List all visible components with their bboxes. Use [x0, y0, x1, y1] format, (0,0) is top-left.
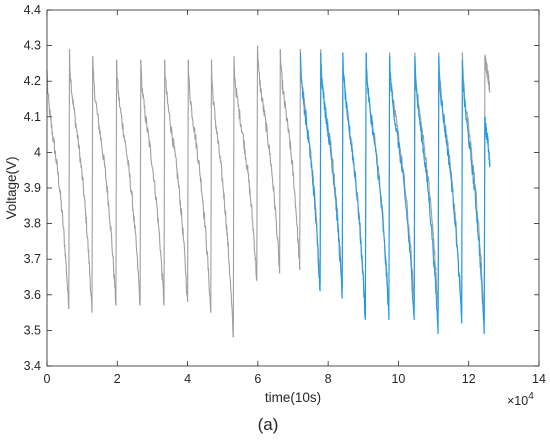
y-tick-label: 3.5 — [24, 323, 41, 337]
x-tick-label: 10 — [391, 372, 405, 386]
y-tick-label: 3.4 — [24, 359, 41, 373]
series-0-cycle-6 — [187, 59, 212, 313]
series-0-cycle-9 — [256, 45, 281, 274]
plot-area — [47, 10, 539, 366]
series-0-cycle-19 — [484, 54, 491, 93]
series-1-recharge-1 — [341, 52, 344, 299]
series-0-recharge-4 — [163, 59, 166, 306]
series-0-cycle-4 — [140, 59, 165, 306]
series-0-recharge-10 — [299, 49, 301, 270]
series-1-cycle-8 — [484, 116, 491, 168]
series-0-recharge-0 — [68, 49, 71, 310]
series-1-recharge-7 — [483, 116, 486, 335]
series-0-cycle-1 — [68, 49, 93, 313]
panel-label: (a) — [258, 415, 279, 434]
series-1-cycle-4 — [389, 56, 415, 320]
x-tick-label: 14 — [532, 372, 546, 386]
series-1-recharge-5 — [437, 56, 440, 335]
y-tick-label: 4.3 — [24, 39, 41, 53]
series-1-recharge-4 — [413, 56, 416, 320]
series-0-cycle-7 — [210, 59, 234, 338]
series-1-cycle-5 — [414, 56, 439, 335]
x-exponent-power: 4 — [528, 391, 534, 402]
series-1-recharge-6 — [461, 59, 463, 324]
y-tick-label: 3.7 — [24, 252, 41, 266]
series-0-cycle-8 — [233, 56, 258, 281]
x-tick-label: 12 — [462, 372, 476, 386]
y-tick-label: 4 — [34, 145, 41, 159]
series-0-recharge-8 — [256, 45, 259, 281]
series-0-recharge-3 — [139, 59, 142, 306]
series-1-cycle-6 — [438, 56, 463, 324]
tick-layer: 0 2 4 6 8 10 12 14 3.4 3.5 3.6 3.7 3.8 3.9 4 4.1 4.2 4.3 4… — [24, 3, 546, 386]
x-exponent-base: ×10 — [507, 394, 528, 408]
series-1-recharge-3 — [388, 56, 391, 320]
x-exponent-label: ×104 — [507, 391, 534, 408]
series-1-cycle-2 — [342, 52, 366, 320]
series-0-cycle-10 — [279, 49, 301, 270]
series-0-recharge-9 — [279, 49, 281, 274]
y-tick-label: 4.2 — [24, 74, 41, 88]
x-tick-label: 0 — [44, 372, 51, 386]
x-tick-label: 8 — [325, 372, 332, 386]
series-1-cycle-0 — [299, 52, 321, 292]
x-tick-label: 2 — [114, 372, 121, 386]
series-0-recharge-1 — [91, 56, 94, 313]
y-tick-label: 3.8 — [24, 217, 41, 231]
series-1-cycle-3 — [365, 52, 390, 320]
series-1-recharge-0 — [319, 52, 322, 292]
series-0-cycle-2 — [92, 56, 117, 306]
y-tick-label: 4.1 — [24, 110, 41, 124]
series-1-recharge-2 — [364, 52, 367, 320]
series-layer — [46, 45, 491, 338]
x-tick-label: 6 — [254, 372, 261, 386]
y-axis-label: Voltage(V) — [4, 156, 19, 219]
x-axis-label: time(10s) — [265, 390, 321, 405]
y-tick-label: 3.6 — [24, 288, 41, 302]
series-0-recharge-2 — [115, 59, 118, 306]
series-1-cycle-1 — [320, 52, 343, 299]
series-0-recharge-6 — [210, 59, 213, 313]
series-0-cycle-0 — [46, 70, 70, 310]
series-0-cycle-5 — [164, 59, 189, 302]
series-1-cycle-7 — [461, 59, 485, 335]
series-0-cycle-3 — [116, 59, 141, 306]
x-tick-label: 4 — [184, 372, 191, 386]
y-tick-label: 4.4 — [24, 3, 41, 17]
y-tick-label: 3.9 — [24, 181, 41, 195]
series-0-recharge-5 — [187, 59, 189, 302]
series-0-recharge-7 — [232, 56, 235, 338]
